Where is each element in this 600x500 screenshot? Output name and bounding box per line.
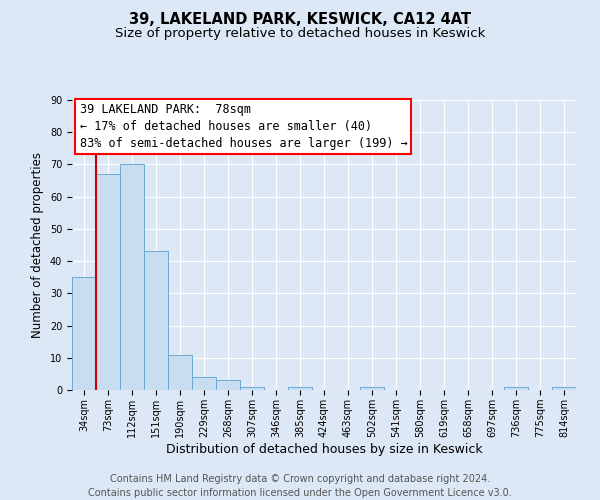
- Bar: [168, 354, 192, 390]
- Bar: [120, 164, 144, 390]
- X-axis label: Distribution of detached houses by size in Keswick: Distribution of detached houses by size …: [166, 442, 482, 456]
- Y-axis label: Number of detached properties: Number of detached properties: [31, 152, 44, 338]
- Bar: [360, 387, 384, 390]
- Bar: [144, 252, 168, 390]
- Bar: [504, 387, 528, 390]
- Text: Contains HM Land Registry data © Crown copyright and database right 2024.
Contai: Contains HM Land Registry data © Crown c…: [88, 474, 512, 498]
- Bar: [240, 387, 264, 390]
- Text: 39 LAKELAND PARK:  78sqm
← 17% of detached houses are smaller (40)
83% of semi-d: 39 LAKELAND PARK: 78sqm ← 17% of detache…: [80, 103, 407, 150]
- Bar: [216, 380, 240, 390]
- Bar: [552, 387, 576, 390]
- Bar: [288, 387, 312, 390]
- Bar: [192, 377, 216, 390]
- Bar: [72, 277, 96, 390]
- Text: 39, LAKELAND PARK, KESWICK, CA12 4AT: 39, LAKELAND PARK, KESWICK, CA12 4AT: [129, 12, 471, 28]
- Bar: [96, 174, 120, 390]
- Text: Size of property relative to detached houses in Keswick: Size of property relative to detached ho…: [115, 28, 485, 40]
